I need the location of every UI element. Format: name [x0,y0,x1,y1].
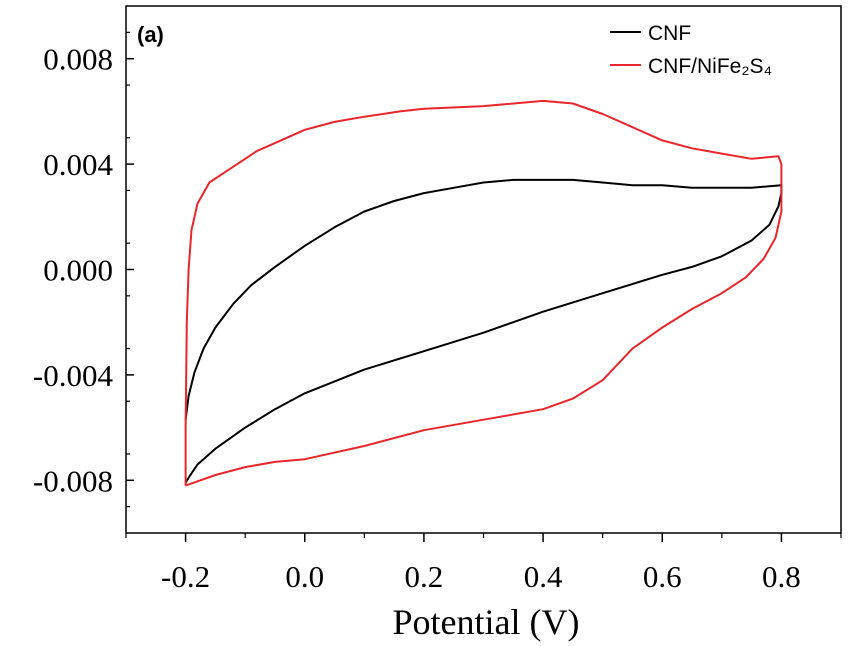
series-layer [186,101,782,486]
y-tick-label: 0.004 [43,147,113,182]
plot-frame [126,6,841,533]
x-axis: -0.2 0.0 0.2 0.4 0.6 0.8 [126,533,841,594]
y-tick-label: -0.004 [33,358,114,393]
legend-label-cnf-nife2s4: CNF/NiFe₂S₄ [648,55,772,78]
x-tick-label: 0.6 [643,559,682,594]
series-line-0 [186,180,782,483]
y-tick-label: 0.000 [43,253,113,288]
legend: CNF CNF/NiFe₂S₄ [610,22,772,78]
y-axis: 0.008 0.004 0.000 -0.004 -0.008 [33,32,134,506]
y-tick-label: -0.008 [33,463,113,498]
x-tick-label: 0.4 [524,559,563,594]
x-tick-label: 0.2 [405,559,444,594]
x-tick-label: -0.2 [161,559,210,594]
legend-label-cnf: CNF [648,22,691,45]
panel-label: (a) [137,22,164,47]
series-line-1 [186,101,782,486]
x-axis-title: Potential (V) [393,602,580,642]
y-tick-label: 0.008 [43,42,113,77]
x-tick-label: 0.0 [285,559,324,594]
x-tick-label: 0.8 [762,559,801,594]
